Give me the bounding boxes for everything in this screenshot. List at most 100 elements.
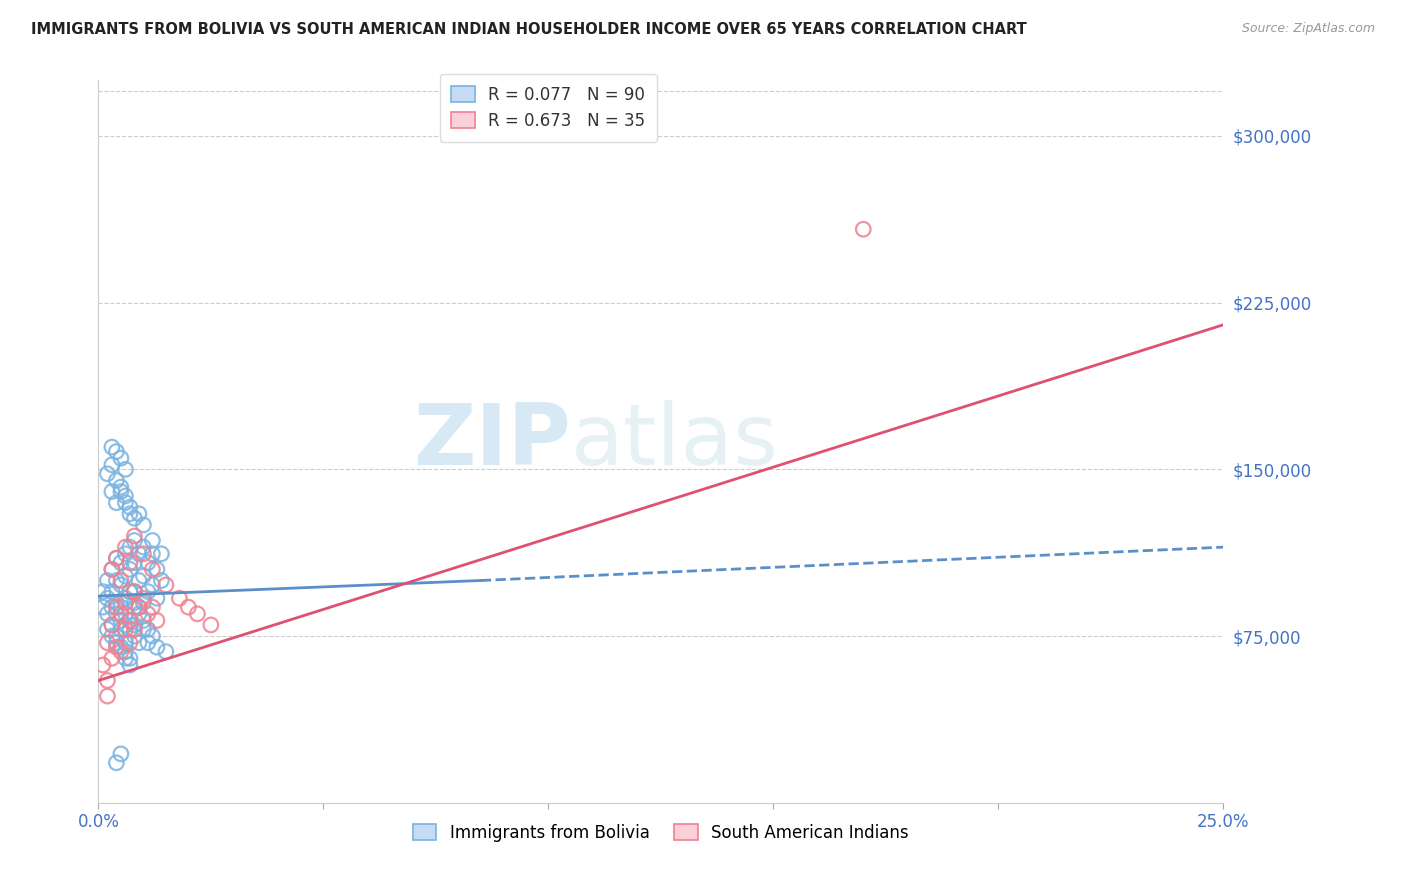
Point (96, 591, 118, 606)
Point (136, 623, 159, 637)
Point (105, 551, 128, 566)
Point (124, 596, 146, 610)
Point (91, 657, 114, 672)
Point (128, 600, 150, 615)
Point (105, 596, 128, 610)
Point (110, 623, 132, 637)
Point (132, 540, 155, 554)
Point (114, 645, 136, 659)
Point (132, 547, 155, 561)
Point (124, 623, 146, 637)
Point (141, 562, 163, 576)
Point (101, 651, 124, 665)
Point (132, 596, 155, 610)
Point (110, 556, 132, 570)
Point (177, 600, 200, 615)
Point (110, 451, 132, 466)
Point (118, 651, 141, 665)
Point (105, 600, 128, 615)
Point (105, 629, 128, 643)
Point (114, 618, 136, 632)
Point (141, 629, 163, 643)
Point (186, 607, 208, 621)
Point (124, 533, 146, 548)
Point (91, 600, 114, 615)
Point (132, 591, 155, 606)
Point (141, 547, 163, 561)
Point (110, 747, 132, 761)
Point (132, 569, 155, 583)
Point (169, 591, 191, 606)
Point (105, 607, 128, 621)
Point (101, 562, 124, 576)
Point (146, 614, 169, 628)
Point (101, 458, 124, 472)
Point (114, 651, 136, 665)
Point (114, 596, 136, 610)
Point (124, 584, 146, 599)
Point (118, 614, 141, 628)
Point (118, 623, 141, 637)
Point (96, 636, 118, 650)
Point (141, 578, 163, 592)
Point (118, 614, 141, 628)
Point (96, 689, 118, 703)
Text: ZIP: ZIP (413, 400, 571, 483)
Point (114, 607, 136, 621)
Point (101, 484, 124, 499)
Point (146, 640, 169, 655)
Point (118, 556, 141, 570)
Point (110, 578, 132, 592)
Point (155, 578, 177, 592)
Point (101, 618, 124, 632)
Point (105, 444, 128, 458)
Text: atlas: atlas (571, 400, 779, 483)
Point (124, 556, 146, 570)
Point (146, 591, 169, 606)
Point (114, 489, 136, 503)
Point (132, 623, 155, 637)
Point (96, 623, 118, 637)
Point (114, 636, 136, 650)
Point (150, 547, 173, 561)
Point (110, 645, 132, 659)
Point (110, 480, 132, 494)
Point (118, 636, 141, 650)
Point (114, 623, 136, 637)
Point (101, 440, 124, 454)
Point (101, 562, 124, 576)
Point (96, 607, 118, 621)
Point (114, 569, 136, 583)
Point (114, 591, 136, 606)
Point (155, 645, 177, 659)
Point (114, 496, 136, 510)
Point (150, 574, 173, 588)
Point (110, 614, 132, 628)
Point (118, 584, 141, 599)
Point (128, 507, 150, 521)
Point (146, 562, 169, 576)
Point (105, 640, 128, 655)
Point (128, 607, 150, 621)
Point (114, 547, 136, 561)
Point (141, 533, 163, 548)
Point (124, 618, 146, 632)
Point (132, 614, 155, 628)
Point (124, 600, 146, 615)
Point (132, 517, 155, 532)
Point (118, 500, 141, 515)
Point (110, 574, 132, 588)
Point (110, 600, 132, 615)
Point (118, 584, 141, 599)
Point (91, 584, 114, 599)
Legend: Immigrants from Bolivia, South American Indians: Immigrants from Bolivia, South American … (406, 817, 915, 848)
Text: IMMIGRANTS FROM BOLIVIA VS SOUTH AMERICAN INDIAN HOUSEHOLDER INCOME OVER 65 YEAR: IMMIGRANTS FROM BOLIVIA VS SOUTH AMERICA… (31, 22, 1026, 37)
Point (96, 574, 118, 588)
Point (128, 636, 150, 650)
Point (128, 547, 150, 561)
Point (136, 584, 159, 599)
Point (105, 551, 128, 566)
Point (96, 467, 118, 481)
Point (128, 574, 150, 588)
Point (124, 511, 146, 525)
